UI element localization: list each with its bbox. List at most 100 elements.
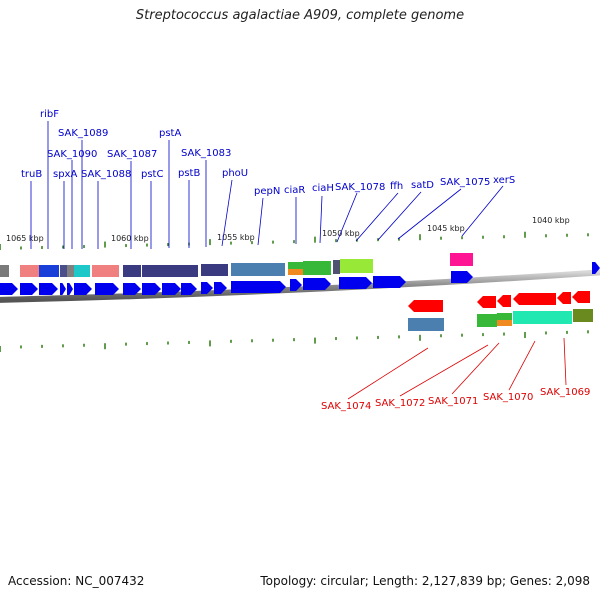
gene-arrow (339, 277, 372, 289)
gene-label-sak-1075: SAK_1075 (440, 177, 490, 188)
feature-bar (497, 313, 512, 320)
gene-label-ciah: ciaH (312, 183, 334, 194)
feature-bar (123, 265, 141, 277)
gene-label-sak-1070: SAK_1070 (483, 392, 533, 403)
feature-bar (162, 265, 181, 277)
feature-bar (408, 318, 444, 331)
gene-label-pepn: pepN (254, 186, 280, 197)
gene-arrow (477, 296, 496, 308)
gene-label-pstc: pstC (141, 169, 163, 180)
feature-bar (201, 264, 214, 276)
gene-arrow (572, 291, 590, 303)
gene-arrow (592, 262, 600, 274)
label-leader-line (347, 347, 429, 400)
gene-label-sak-1074: SAK_1074 (321, 401, 371, 412)
page-title: Streptococcus agalactiae A909, complete … (135, 8, 465, 23)
reverse-strand-genes (408, 291, 590, 312)
gene-label-sak-1069: SAK_1069 (540, 387, 590, 398)
gene-label-ffh: ffh (390, 181, 403, 192)
feature-bar (288, 269, 303, 275)
label-leader-line (377, 191, 422, 241)
gene-label-phou: phoU (222, 168, 248, 179)
feature-bar (477, 314, 497, 327)
label-leader-line (563, 337, 567, 386)
label-leader-line (508, 340, 536, 391)
feature-bar (333, 260, 340, 274)
gene-label-sak-1071: SAK_1071 (428, 396, 478, 407)
gene-arrow (20, 283, 38, 295)
ruler-label-1055: 1055 kbp (217, 233, 255, 242)
feature-bar (573, 309, 593, 322)
feature-bar (20, 265, 39, 277)
feature-bar (60, 265, 67, 277)
gene-label-sak-1078: SAK_1078 (335, 182, 385, 193)
feature-bar (340, 259, 373, 273)
forward-gene-labels: truB ribF SAK_1089 SAK_1090 spxA SAK_108… (21, 109, 515, 197)
feature-bar (513, 311, 572, 324)
feature-bar (92, 265, 119, 277)
gene-arrow (557, 292, 571, 304)
label-leader-line (336, 192, 358, 243)
gene-arrow (451, 271, 473, 283)
feature-bar (74, 265, 90, 277)
label-leader-line (257, 197, 264, 246)
label-leader-line (355, 192, 399, 242)
feature-bar (142, 265, 162, 277)
forward-strand-genes (0, 262, 600, 295)
gene-arrow (162, 283, 181, 295)
gene-arrow (67, 283, 73, 295)
gene-label-ciar: ciaR (284, 185, 305, 196)
feature-bar (450, 253, 473, 266)
gene-label-pstb: pstB (178, 168, 200, 179)
gene-arrow (181, 283, 197, 295)
feature-bar (288, 262, 303, 269)
gene-label-xers: xerS (493, 175, 515, 186)
label-leader-line (399, 344, 489, 397)
gene-arrow (497, 295, 511, 307)
feature-bar (0, 265, 9, 277)
gene-arrow (39, 283, 58, 295)
accession-text: Accession: NC_007432 (8, 574, 145, 588)
gene-label-sak-1089: SAK_1089 (58, 128, 108, 139)
reverse-gene-labels: SAK_1074 SAK_1072 SAK_1071 SAK_1070 SAK_… (321, 387, 590, 412)
gene-label-psta: pstA (159, 128, 181, 139)
label-leader-line (221, 179, 233, 247)
feature-bar (231, 263, 285, 276)
feature-bar (303, 261, 331, 275)
gene-label-sak-1072: SAK_1072 (375, 398, 425, 409)
feature-bar (39, 265, 59, 277)
gene-label-satd: satD (411, 180, 434, 191)
ruler-label-1045: 1045 kbp (427, 224, 465, 233)
gene-arrow (214, 282, 227, 294)
ruler-labels: 1065 kbp 1060 kbp 1055 kbp 1050 kbp 1045… (6, 216, 570, 243)
gene-label-sak-1087: SAK_1087 (107, 149, 157, 160)
reverse-feature-bars (408, 309, 593, 331)
feature-bar (181, 265, 198, 277)
sequence-backbone (0, 269, 600, 303)
gene-arrow (408, 300, 443, 312)
forward-feature-bars (0, 253, 473, 277)
feature-bar (214, 264, 228, 276)
label-leader-line (451, 342, 500, 395)
forward-label-leaders (30, 121, 504, 249)
gene-arrow (123, 283, 141, 295)
feature-bar (67, 265, 74, 277)
gene-arrow (201, 282, 213, 294)
gene-arrow (142, 283, 161, 295)
label-leader-line (397, 188, 462, 240)
gene-label-truB: truB (21, 169, 42, 180)
ruler-ticks-bottom (0, 330, 589, 352)
ruler-label-1065: 1065 kbp (6, 234, 44, 243)
feature-bar (497, 320, 512, 326)
gene-arrow (290, 279, 302, 291)
gene-arrow (513, 293, 556, 305)
gene-arrow (231, 281, 286, 293)
gene-arrow (373, 276, 406, 288)
ruler-label-1040: 1040 kbp (532, 216, 570, 225)
gene-arrow (95, 283, 119, 295)
gene-label-sak-1083: SAK_1083 (181, 148, 231, 159)
gene-label-sak-1090: SAK_1090 (47, 149, 97, 160)
reverse-label-leaders (347, 337, 567, 400)
gene-arrow (60, 283, 66, 295)
